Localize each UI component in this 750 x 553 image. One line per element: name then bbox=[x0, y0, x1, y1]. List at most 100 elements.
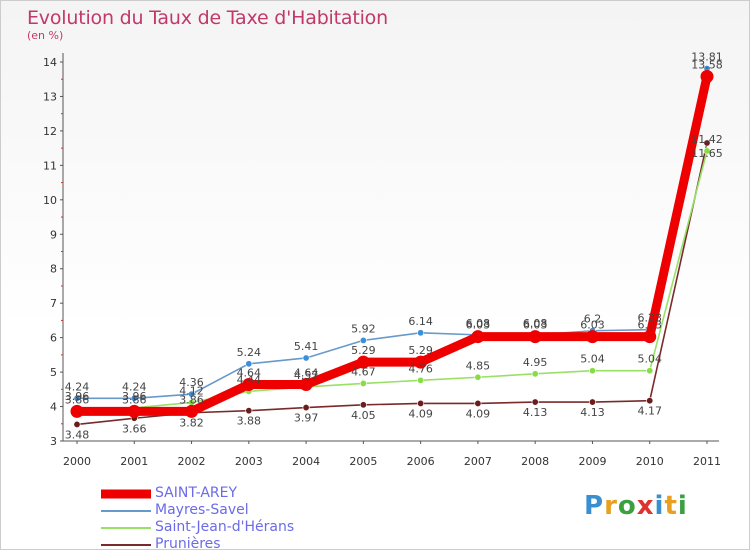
legend-label-saint-jean-d-herans: Saint-Jean-d'Hérans bbox=[155, 519, 295, 535]
data-label: 5.24 bbox=[237, 346, 262, 359]
data-label: 3.66 bbox=[122, 422, 147, 435]
data-label: 5.29 bbox=[351, 344, 376, 357]
data-label: 4.13 bbox=[523, 406, 548, 419]
data-point bbox=[417, 329, 425, 337]
y-tick-label: 6 bbox=[50, 332, 57, 345]
data-label: 11.42 bbox=[691, 133, 723, 146]
data-label: 3.48 bbox=[65, 428, 90, 441]
data-point bbox=[646, 397, 654, 405]
logo-letter: r bbox=[604, 491, 618, 521]
data-label: 4.76 bbox=[408, 362, 433, 375]
data-point bbox=[127, 404, 141, 418]
data-point bbox=[703, 147, 711, 155]
data-label: 4.24 bbox=[65, 380, 90, 393]
y-tick-label: 3 bbox=[50, 435, 57, 448]
y-tick-label: 7 bbox=[50, 297, 57, 310]
y-tick-label: 12 bbox=[43, 125, 57, 138]
data-point bbox=[417, 376, 425, 384]
data-label: 4.13 bbox=[580, 406, 605, 419]
legend-swatch-prunieres bbox=[101, 543, 151, 546]
data-label: 5.41 bbox=[294, 340, 319, 353]
data-point bbox=[359, 401, 367, 409]
x-tick-label: 2005 bbox=[349, 455, 377, 468]
data-point bbox=[302, 354, 310, 362]
data-point bbox=[73, 420, 81, 428]
data-point bbox=[359, 379, 367, 387]
data-label: 5.04 bbox=[637, 353, 662, 366]
proxiti-logo: Proxiti bbox=[584, 491, 688, 521]
y-tick-label: 11 bbox=[43, 159, 57, 172]
data-label: 3.86 bbox=[65, 393, 90, 406]
data-point bbox=[70, 404, 84, 418]
logo-letter: o bbox=[617, 491, 637, 521]
data-label: 3.97 bbox=[294, 412, 319, 425]
data-point bbox=[245, 407, 253, 415]
data-label: 6.23 bbox=[637, 312, 662, 325]
x-tick-label: 2001 bbox=[120, 455, 148, 468]
y-tick-label: 4 bbox=[50, 401, 57, 414]
data-point bbox=[417, 399, 425, 407]
data-label: 6.03 bbox=[580, 319, 605, 332]
data-point bbox=[73, 394, 81, 402]
data-label: 4.57 bbox=[294, 369, 319, 382]
x-tick-label: 2007 bbox=[464, 455, 492, 468]
data-point bbox=[359, 336, 367, 344]
legend-swatch-saint-jean-d-herans bbox=[101, 526, 151, 529]
y-tick-label: 5 bbox=[50, 366, 57, 379]
data-label: 6.14 bbox=[408, 315, 433, 328]
data-label: 4.36 bbox=[179, 376, 204, 389]
y-tick-label: 9 bbox=[50, 228, 57, 241]
chart-subtitle: (en %) bbox=[27, 29, 64, 42]
data-label: 4.95 bbox=[523, 356, 548, 369]
data-label: 4.09 bbox=[466, 407, 491, 420]
data-label: 13.58 bbox=[691, 58, 723, 71]
data-label: 13.81 bbox=[691, 51, 723, 64]
y-tick-label: 13 bbox=[43, 90, 57, 103]
series-line-mayres-savel bbox=[77, 68, 708, 400]
data-point bbox=[299, 377, 313, 391]
data-label: 4.64 bbox=[294, 366, 319, 379]
data-point bbox=[588, 367, 596, 375]
data-label: 3.96 bbox=[65, 390, 90, 403]
data-label: 4.09 bbox=[408, 407, 433, 420]
data-label: 4.67 bbox=[351, 365, 376, 378]
data-label: 3.96 bbox=[122, 390, 147, 403]
data-point bbox=[414, 355, 428, 369]
y-tick-label: 14 bbox=[43, 56, 57, 69]
data-point bbox=[585, 330, 599, 344]
data-label: 6.03 bbox=[523, 319, 548, 332]
series-line-saint-jean-d-h-rans bbox=[77, 150, 708, 409]
data-label: 3.82 bbox=[179, 417, 204, 430]
data-label: 5.92 bbox=[351, 322, 376, 335]
y-tick-label: 8 bbox=[50, 263, 57, 276]
data-point bbox=[471, 330, 485, 344]
data-label: 4.64 bbox=[237, 366, 262, 379]
data-label: 6.08 bbox=[523, 317, 548, 330]
data-label: 4.05 bbox=[351, 409, 376, 422]
data-point bbox=[356, 355, 370, 369]
legend-label-saint-arey: SAINT-AREY bbox=[155, 485, 238, 501]
x-tick-label: 2010 bbox=[636, 455, 664, 468]
logo-letter: t bbox=[664, 491, 678, 521]
data-label: 4.85 bbox=[466, 359, 491, 372]
data-label: 4.24 bbox=[122, 380, 147, 393]
data-point bbox=[643, 330, 657, 344]
legend-label-prunieres: Prunières bbox=[155, 536, 221, 552]
data-point bbox=[245, 360, 253, 368]
data-point bbox=[474, 399, 482, 407]
x-tick-label: 2009 bbox=[578, 455, 606, 468]
data-point bbox=[531, 370, 539, 378]
x-tick-label: 2008 bbox=[521, 455, 549, 468]
data-point bbox=[531, 398, 539, 406]
x-tick-label: 2004 bbox=[292, 455, 320, 468]
data-label: 4.17 bbox=[637, 405, 662, 418]
chart-title: Evolution du Taux de Taxe d'Habitation bbox=[27, 7, 388, 29]
legend-label-mayres-savel: Mayres-Savel bbox=[155, 502, 249, 518]
x-tick-label: 2006 bbox=[407, 455, 435, 468]
data-label: 3.86 bbox=[122, 393, 147, 406]
logo-letter: i bbox=[677, 491, 688, 521]
data-point bbox=[588, 398, 596, 406]
data-label: 6.2 bbox=[584, 313, 602, 326]
